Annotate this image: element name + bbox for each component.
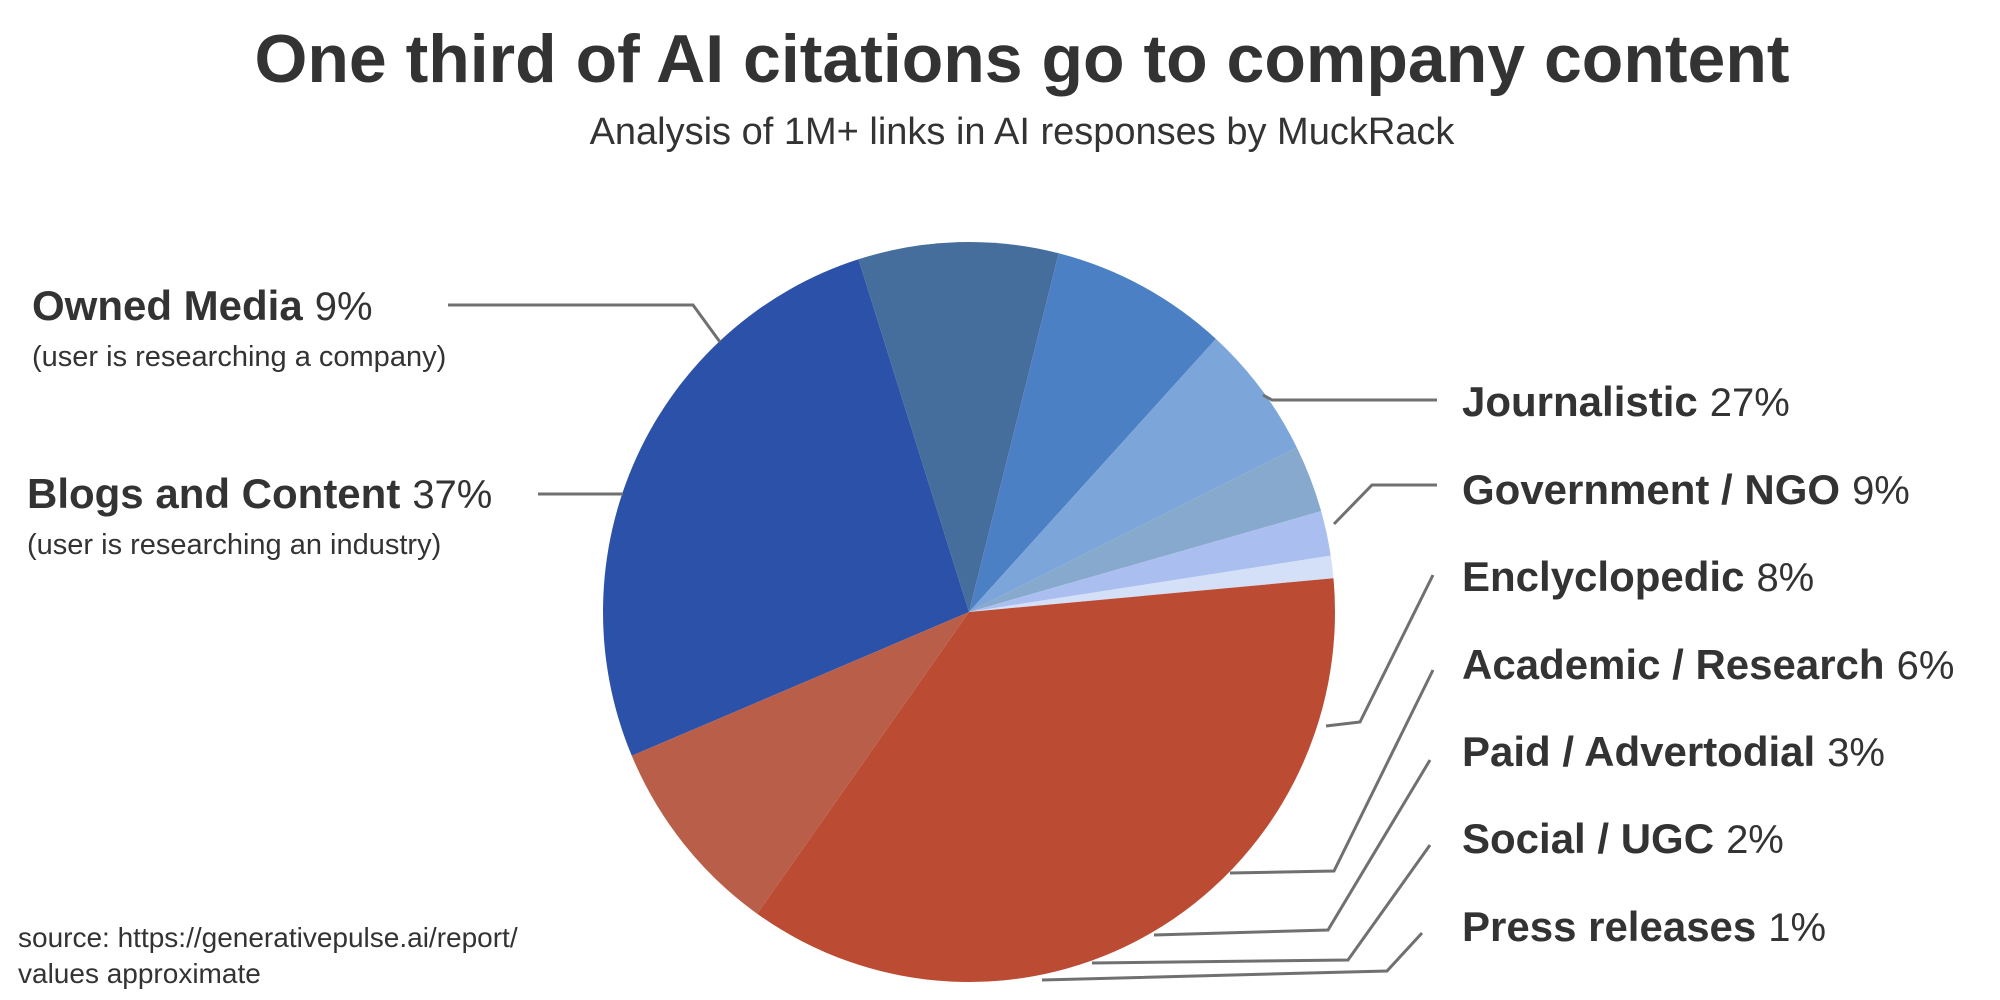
- slice-press-releases: [969, 555, 1334, 612]
- label-academic-research: Academic / Research 6%: [1462, 641, 1954, 688]
- label-journalistic: Journalistic 27%: [1462, 378, 1790, 425]
- slice-blogs-and-content: [757, 578, 1336, 983]
- leader-paid-advertorial: [1153, 759, 1432, 937]
- source-note: source: https://generativepulse.ai/repor…: [18, 922, 518, 953]
- chart-subtitle: Analysis of 1M+ links in AI responses by…: [590, 111, 1456, 153]
- leader-academic-research: [1229, 669, 1435, 875]
- label-encyclopedic: Enclyclopedic 8%: [1462, 553, 1814, 600]
- slice-paid-advertorial: [969, 447, 1322, 612]
- chart-title: One third of AI citations go to company …: [254, 21, 1789, 97]
- slice-encyclopedic: [969, 253, 1216, 612]
- label-government-ngo: Government / NGO 9%: [1462, 466, 1910, 513]
- leader-encyclopedic: [1325, 574, 1435, 728]
- label-blogs-and-content: Blogs and Content 37%: [27, 470, 492, 517]
- slice-journalistic: [603, 259, 969, 756]
- pie-slices: [603, 241, 1336, 983]
- label-paid-advertorial: Paid / Advertodial 3%: [1462, 728, 1885, 775]
- leader-owned-media: [448, 303, 722, 343]
- leader-social-ugc: [1091, 844, 1432, 965]
- label-social-ugc: Social / UGC 2%: [1462, 815, 1784, 862]
- leader-journalistic: [1262, 393, 1437, 402]
- leader-government-ngo: [1332, 483, 1437, 526]
- slice-academic-research: [969, 338, 1297, 612]
- slice-social-ugc: [969, 511, 1331, 612]
- note-blogs-and-content: (user is researching an industry): [27, 529, 441, 561]
- leader-press-releases: [1041, 931, 1424, 982]
- label-press-releases: Press releases 1%: [1462, 903, 1826, 950]
- slice-government-ngo: [858, 241, 1059, 612]
- label-owned-media: Owned Media 9%: [32, 282, 373, 329]
- note-owned-media: (user is researching a company): [32, 341, 446, 373]
- slice-owned-media: [631, 612, 969, 914]
- values-approximate-note: values approximate: [18, 958, 261, 989]
